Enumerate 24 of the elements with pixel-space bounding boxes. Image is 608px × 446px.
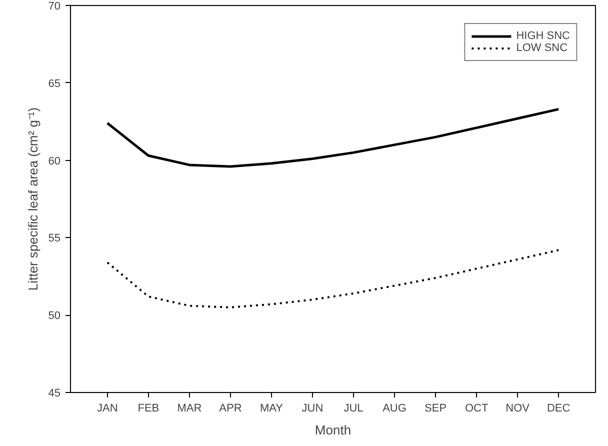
- y-tick-label: 45: [48, 388, 61, 400]
- x-tick-label: NOV: [506, 402, 530, 414]
- y-tick-label: 60: [48, 155, 61, 168]
- legend-label: LOW SNC: [516, 42, 568, 54]
- y-axis-title: Litter specific leaf area (cm² g⁻¹): [25, 107, 40, 291]
- y-tick-label: 65: [48, 78, 61, 90]
- x-tick-label: OCT: [464, 402, 488, 414]
- y-tick-label: 70: [48, 0, 61, 12]
- x-tick-label: MAR: [177, 402, 202, 414]
- legend-label: HIGH SNC: [516, 30, 570, 42]
- x-tick-label: AUG: [382, 402, 406, 414]
- x-tick-label: JUN: [302, 402, 324, 414]
- x-tick-label: FEB: [138, 402, 160, 414]
- x-tick-label: JUL: [344, 402, 364, 414]
- y-tick-label: 50: [48, 310, 61, 322]
- x-tick-label: DEC: [546, 402, 570, 414]
- x-tick-label: MAY: [260, 402, 284, 414]
- x-tick-label: APR: [219, 402, 242, 414]
- y-tick-label: 55: [48, 232, 61, 245]
- x-tick-label: SEP: [424, 402, 447, 414]
- x-tick-label: JAN: [97, 402, 118, 414]
- line-series: [106, 249, 560, 308]
- line-series: [106, 108, 560, 168]
- x-axis-title: Month: [314, 422, 352, 438]
